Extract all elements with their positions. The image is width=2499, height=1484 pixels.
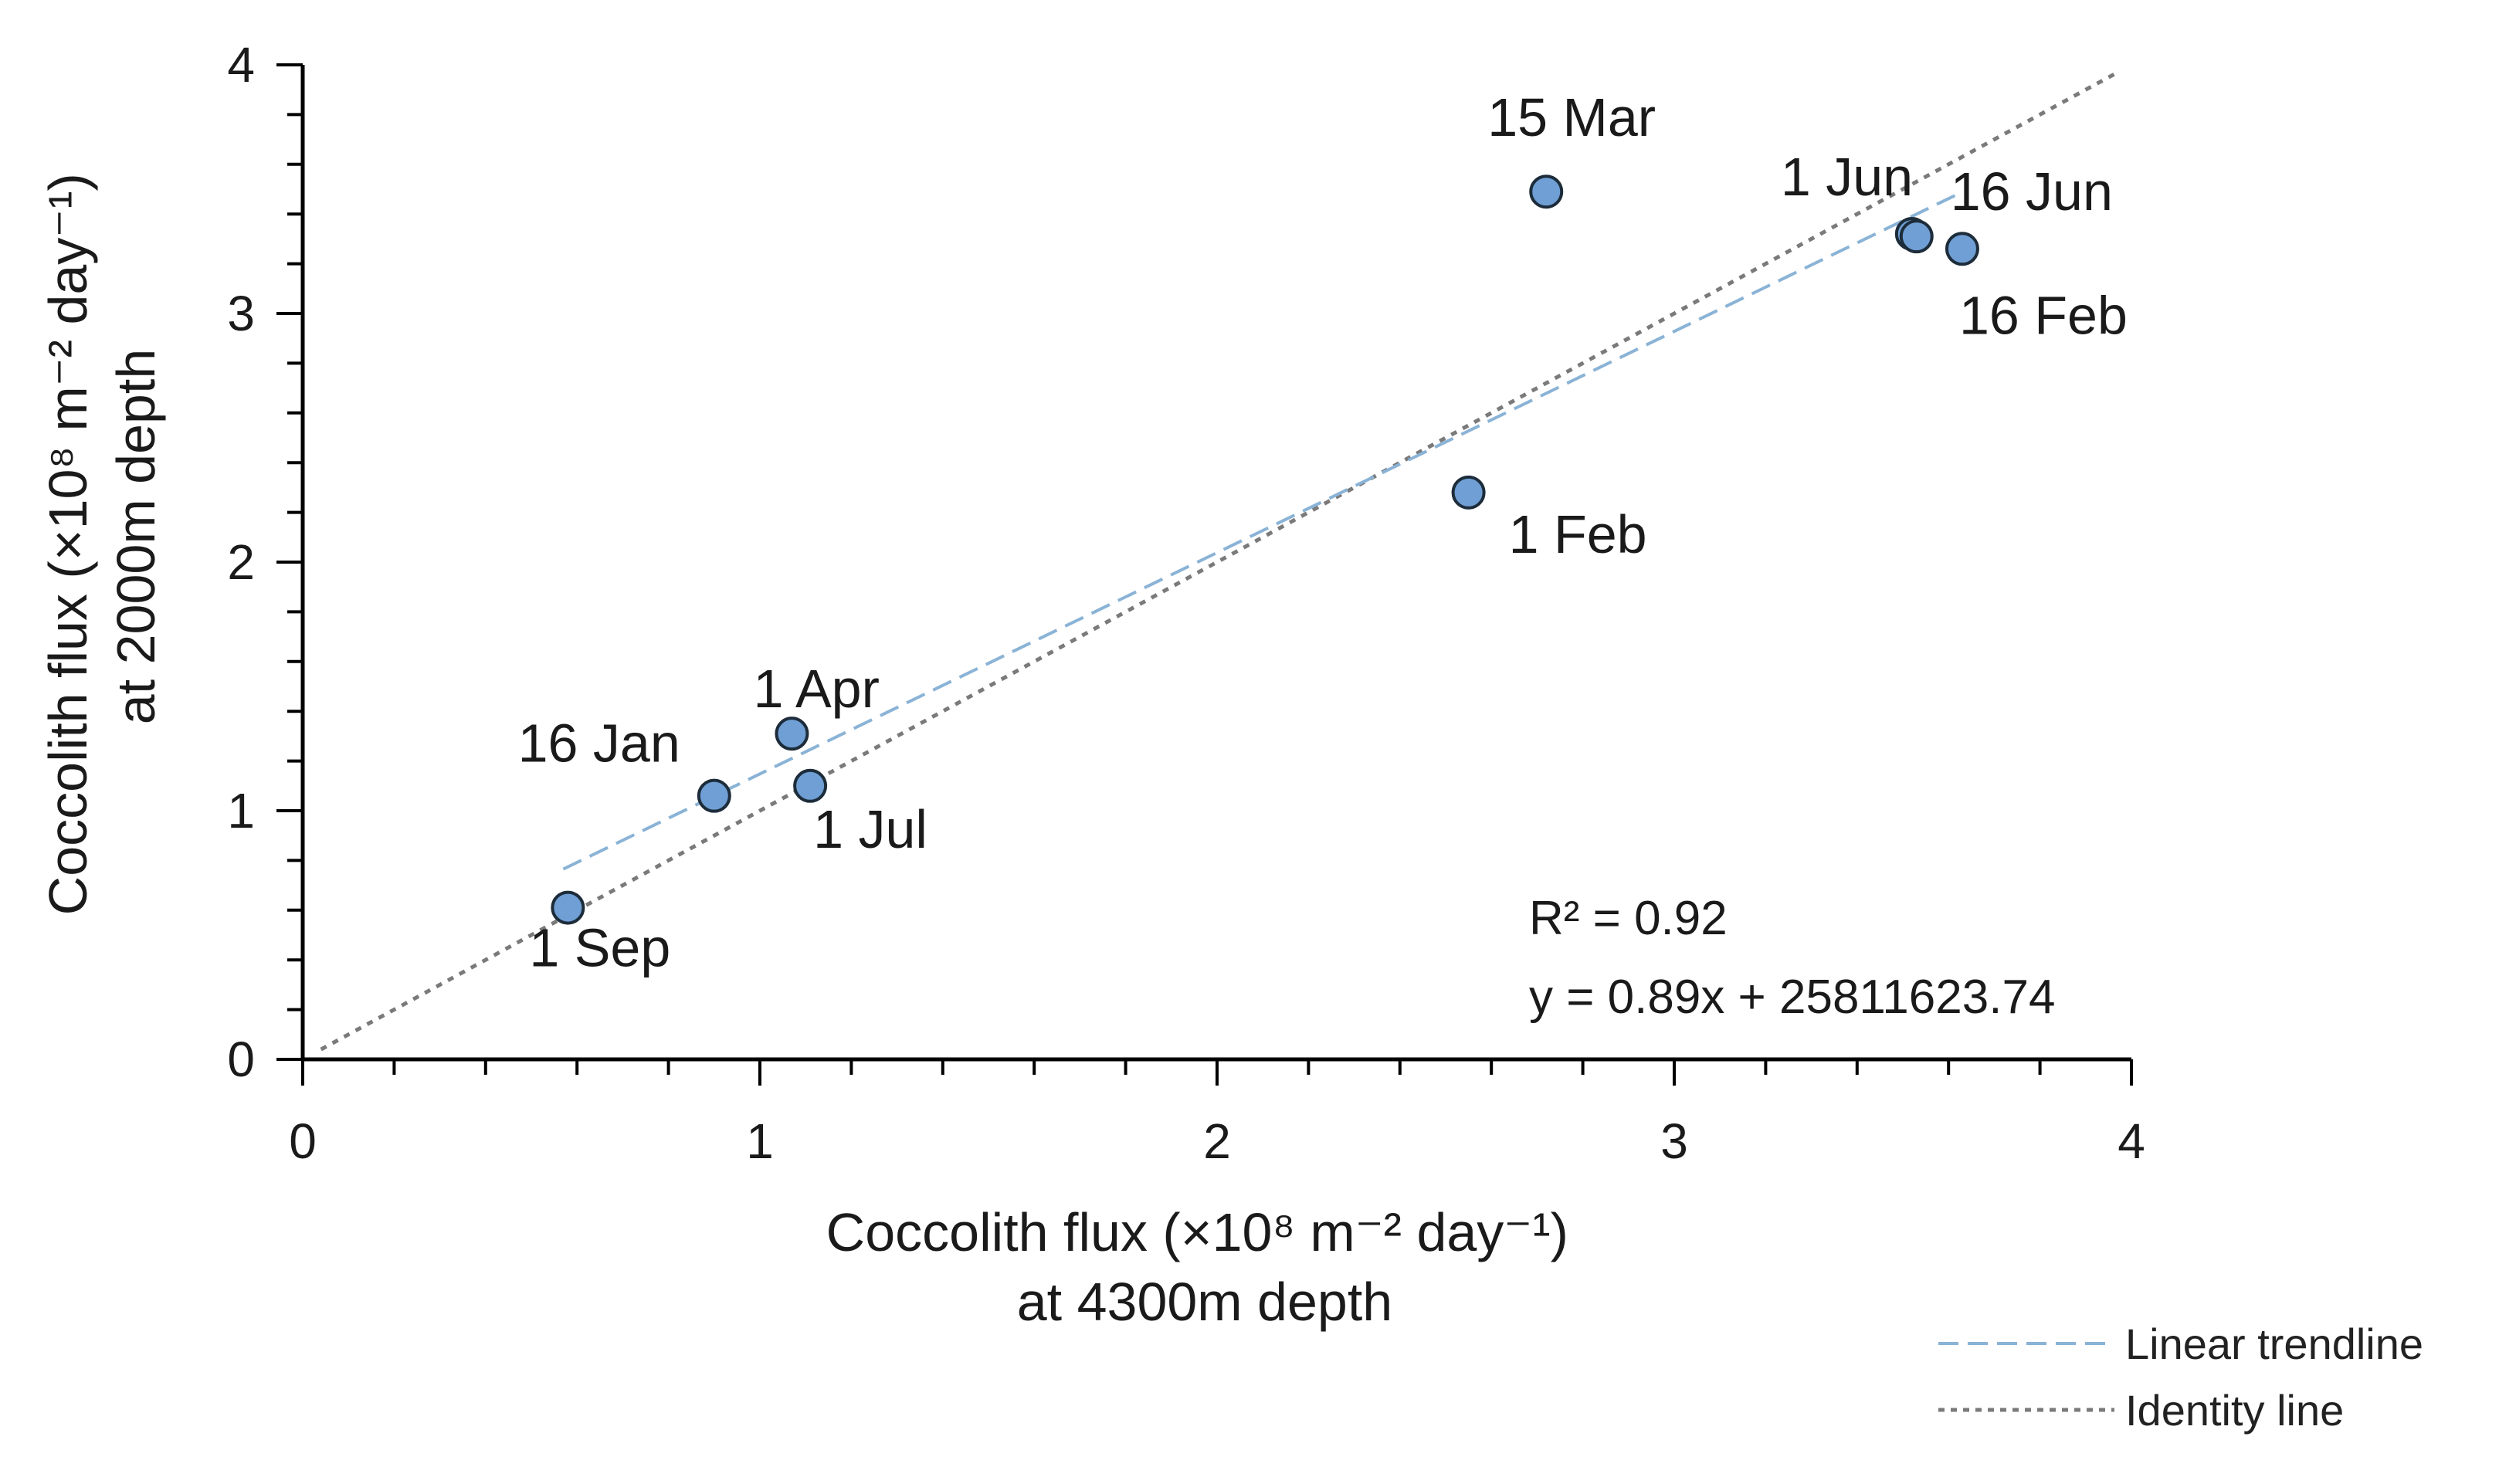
data-point [1529,174,1564,209]
y-axis-title: Coccolith flux (×10⁸ m⁻² day⁻¹) at 2000m… [38,158,166,916]
reference-lines [320,70,2119,1052]
data-point [697,778,731,813]
x-tick-label: 1 [746,1113,774,1169]
x-tick-label: 2 [1203,1113,1231,1169]
y-axis-title-line-2: at 2000m depth [106,349,166,724]
x-axis-title-line-2: at 4300m depth [1017,1272,1392,1332]
y-tick-label: 1 [227,783,255,839]
legend-identity-label: Identity line [2125,1386,2344,1435]
data-point [1945,232,1979,266]
point-labels: 1 Sep 16 Jan 1 Apr 1 Jul 1 Feb 15 Mar 1 Jun 16 … [518,87,2128,977]
data-point [793,768,828,803]
trendline-equation-annotation: y = 0.89x + 25811623.74 [1529,971,2055,1024]
y-tick-label: 4 [227,37,255,93]
x-axis-title-line-1: Coccolith flux (×10⁸ m⁻² day⁻¹) [826,1202,1568,1262]
trendline [562,190,1963,871]
y-tick-label: 2 [227,534,255,590]
x-tick-label: 4 [2118,1113,2145,1169]
point-label: 1 Sep [529,918,670,978]
legend-trendline-label: Linear trendline [2125,1320,2423,1368]
y-tick-label: 0 [227,1032,255,1087]
point-label: 1 Feb [1509,504,1647,564]
point-label: 16 Jun [1951,161,2113,222]
axes [276,63,2133,1086]
data-point [551,890,585,925]
point-label: 1 Jun [1781,147,1913,207]
tick-labels: 0 1 2 3 4 0 1 2 3 4 [227,37,2145,1169]
x-axis-title: Coccolith flux (×10⁸ m⁻² day⁻¹) at 4300m… [826,1202,1584,1332]
x-tick-label: 3 [1660,1113,1688,1169]
data-point [1899,219,1934,254]
y-tick-label: 3 [227,286,255,341]
data-point [1451,475,1486,510]
data-point [775,717,809,751]
point-label: 16 Feb [1959,285,2128,345]
legend: Linear trendline Identity line [1938,1320,2423,1435]
data-points [551,174,1979,925]
y-axis-title-line-1: Coccolith flux (×10⁸ m⁻² day⁻¹) [38,173,98,915]
point-label: 15 Mar [1487,87,1656,147]
x-tick-label: 0 [289,1113,317,1169]
r-squared-annotation: R² = 0.92 [1529,892,1728,945]
point-label: 1 Jul [813,799,927,859]
point-label: 16 Jan [518,713,680,774]
identity-line [320,70,2119,1052]
point-label: 1 Apr [753,659,879,719]
